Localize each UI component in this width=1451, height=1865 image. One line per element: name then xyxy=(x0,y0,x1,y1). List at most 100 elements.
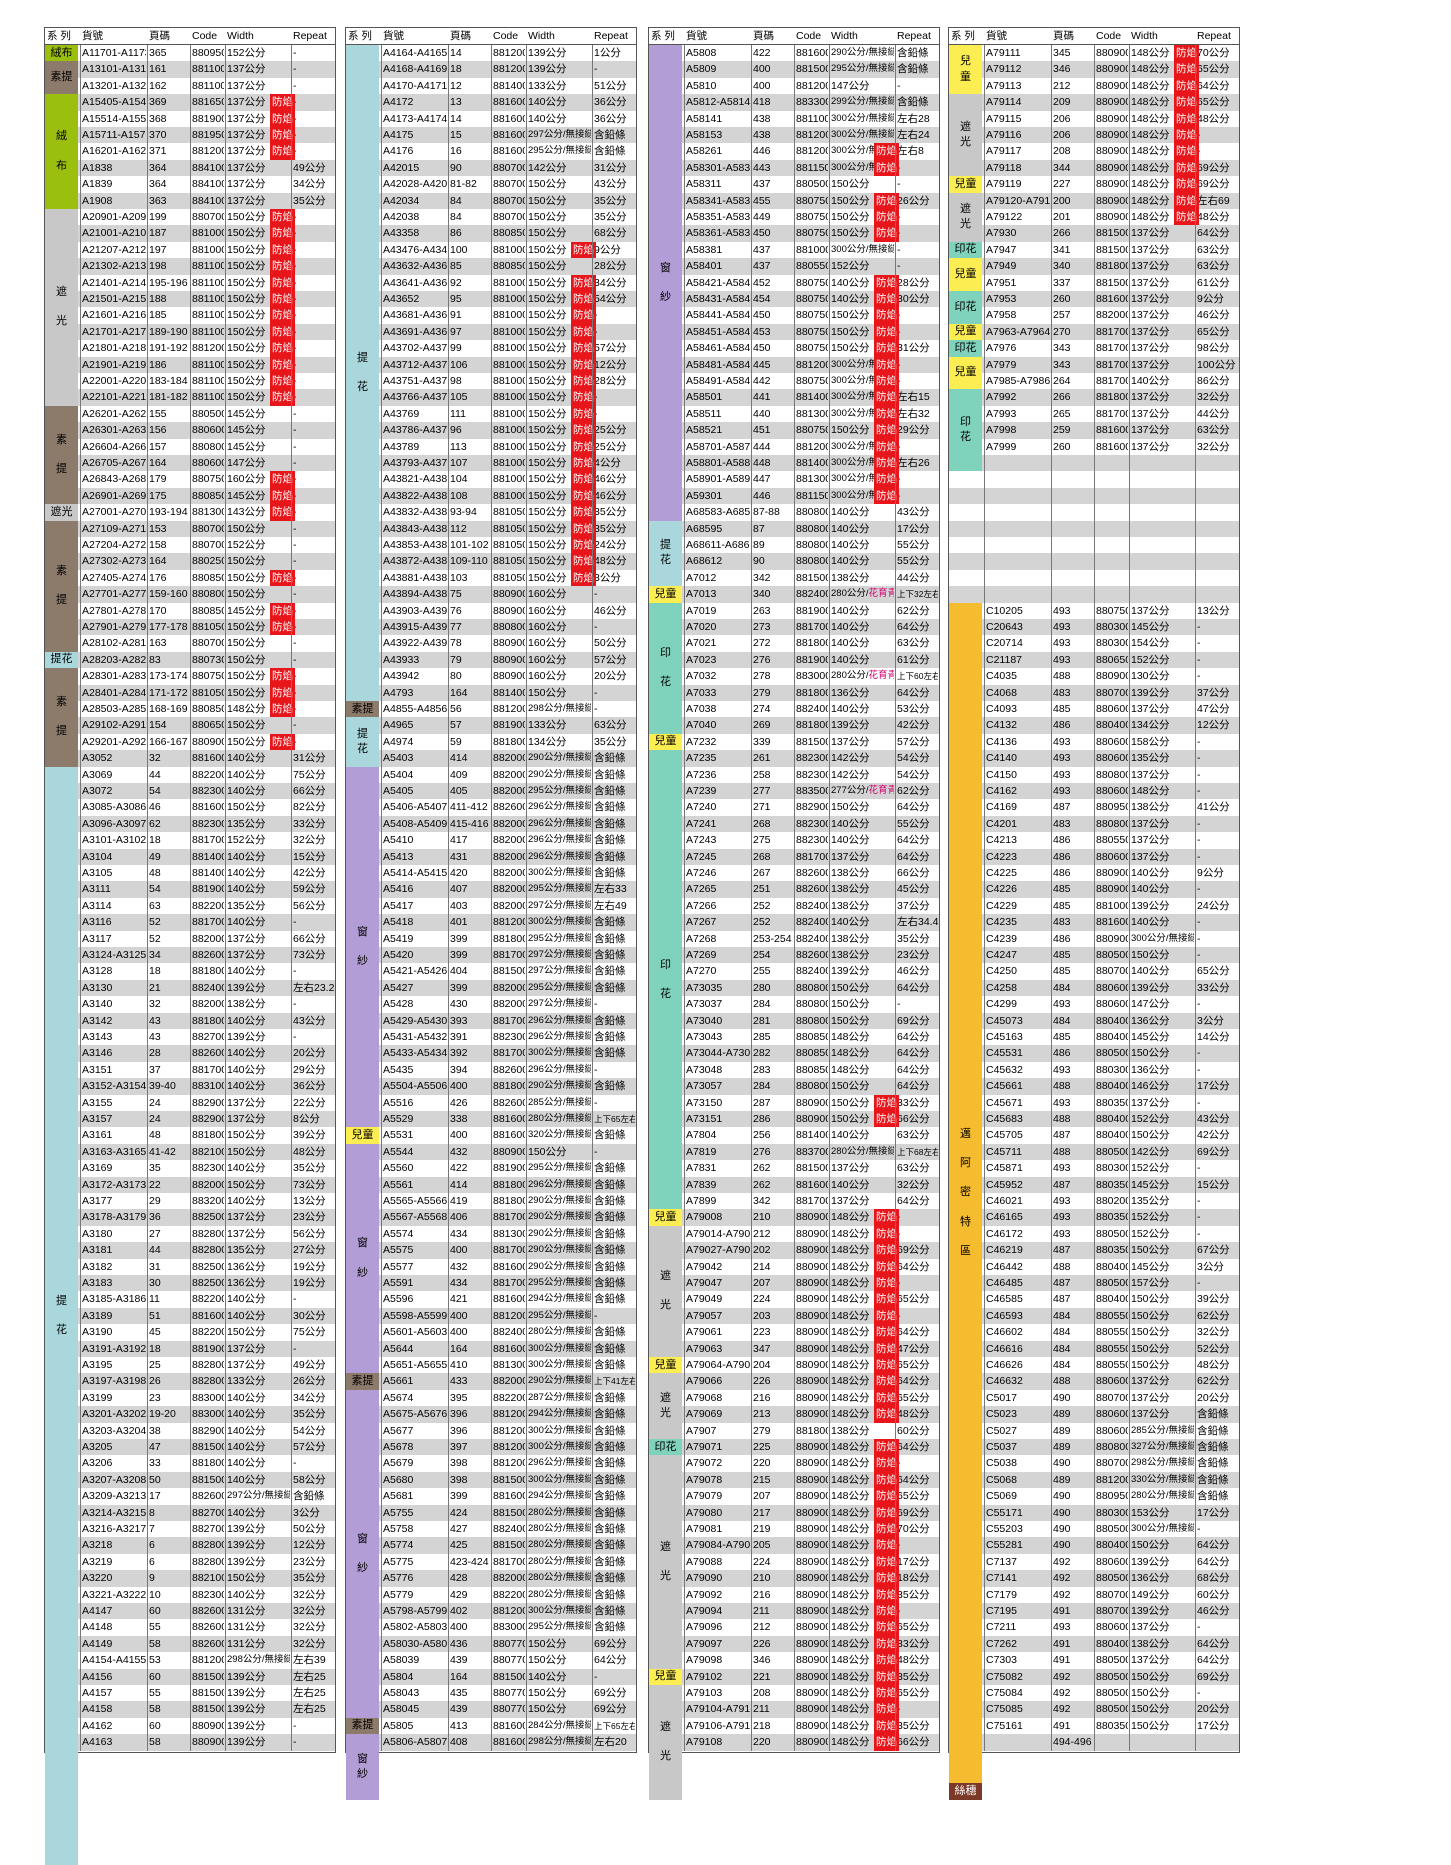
cell-repeat: 含鉛條 xyxy=(1197,1441,1229,1453)
fire-retardant-badge: 防焰 xyxy=(874,1488,899,1505)
table-row: C45632 493 880300 136公分 - xyxy=(949,1062,1239,1078)
fire-retardant-badge: 防焰 xyxy=(270,291,295,308)
cell-width: 300公分/無接縫 xyxy=(528,916,591,928)
cell-item-no: A7038 xyxy=(686,703,717,715)
cell-width: 137公分 xyxy=(1131,850,1170,863)
cell-code: 880900 xyxy=(796,1539,828,1552)
cell-code: 880900 xyxy=(1096,178,1128,191)
cell-repeat: 23公分 xyxy=(897,949,930,961)
table-row: A26604-A26696157880800145公分- xyxy=(45,439,335,455)
cell-repeat: - xyxy=(293,63,297,76)
cell-code: 881200 xyxy=(493,703,525,715)
cell-page: 32 xyxy=(149,998,161,1011)
series-label: 窗紗 xyxy=(346,1143,379,1374)
cell-page: 78 xyxy=(450,637,462,650)
cell-item-no: C4258 xyxy=(986,981,1017,994)
header-item-no: 貨號 xyxy=(686,30,707,42)
series-label: 兒童 xyxy=(949,176,982,193)
cell-repeat: 22公分 xyxy=(293,1096,326,1109)
table-row: A43793-A43799107881000150公分4公分防焰 xyxy=(346,455,636,472)
cell-repeat: - xyxy=(293,242,334,258)
cell-width: 140公分 xyxy=(831,653,870,666)
cell-width: 140公分 xyxy=(831,637,870,650)
cell-page: 339 xyxy=(753,735,771,748)
cell-item-no: C45632 xyxy=(986,1063,1023,1076)
table-row: C75084 492 880500 150公分 - xyxy=(949,1685,1239,1701)
table-row: A5431-A5432 391 882300 296公分/無接縫 含鉛條 xyxy=(346,1029,636,1045)
cell-code: 880900 xyxy=(796,1703,828,1716)
cell-page: 48 xyxy=(149,867,161,879)
cell-width: 148公分 xyxy=(1131,785,1170,797)
cell-repeat: 50公分 xyxy=(293,1523,326,1535)
cell-code: 881500 xyxy=(493,1473,525,1486)
cell-repeat: 14公分 xyxy=(1197,1031,1230,1043)
cell-repeat: 15公分 xyxy=(293,850,326,863)
cell-item-no: A5406-A5407 xyxy=(383,801,447,814)
table-row: A3190 45 882200 150公分 75公分 xyxy=(45,1324,335,1340)
cell-repeat: 54公分 xyxy=(594,293,627,305)
cell-item-no: A5644 xyxy=(383,1342,414,1355)
table-row: C45163 485 880400 145公分 14公分 xyxy=(949,1029,1239,1045)
cell-width: 160公分 xyxy=(528,621,567,633)
cell-code: 880800 xyxy=(796,539,828,551)
cell-page: 485 xyxy=(1053,883,1071,896)
cell-code: 880600 xyxy=(1096,1621,1128,1634)
cell-code: 881200 xyxy=(796,358,828,371)
cell-width: 152公分 xyxy=(1131,1227,1170,1240)
cell-width: 297公分/無接縫 xyxy=(227,1490,290,1502)
cell-item-no: A5428 xyxy=(383,998,414,1011)
cell-page: 436 xyxy=(450,1637,468,1650)
cell-width: 139公分 xyxy=(227,1687,266,1699)
cell-item-no: C4201 xyxy=(986,817,1017,830)
cell-page: 50 xyxy=(149,1473,161,1486)
cell-page: 414 xyxy=(450,752,468,765)
cell-width: 152公分 xyxy=(1131,653,1170,666)
cell-width: 150公分 xyxy=(831,325,870,338)
table-row: A21207-A21223197881000150公分-防焰 xyxy=(45,241,335,259)
cell-width: 157公分 xyxy=(1131,1277,1170,1289)
table-row: A4176 16 881600 295公分/無接縫 含鉛條 xyxy=(346,143,636,159)
cell-page: 86 xyxy=(450,227,462,240)
catalog-column-2: 系 列貨號 頁碼 Code Width Repeat A4164-A4165 14 88120… xyxy=(345,27,637,1800)
cell-item-no: A73057 xyxy=(686,1080,723,1093)
cell-repeat: 64公分 xyxy=(897,1473,930,1486)
cell-page: 484 xyxy=(1053,1014,1071,1027)
cell-repeat: - xyxy=(293,570,334,586)
cell-page: 216 xyxy=(753,1588,771,1601)
cell-page: 44 xyxy=(149,768,161,781)
cell-page: 266 xyxy=(1053,391,1071,404)
cell-item-no: A79008 xyxy=(686,1211,723,1224)
cell-page: 488 xyxy=(1053,1375,1071,1388)
cell-code: 880300 xyxy=(1096,1506,1128,1519)
cell-code: 880900 xyxy=(796,1342,828,1355)
cell-width: 137公分 xyxy=(1131,260,1170,273)
cell-width: 148公分 xyxy=(1131,129,1170,141)
fire-retardant-badge: 防焰 xyxy=(874,1209,899,1226)
table-row: A79106-A79107218880900148公分35公分防焰 xyxy=(649,1717,939,1735)
cell-repeat: 35公分 xyxy=(594,522,627,535)
cell-width: 148公分 xyxy=(831,1506,870,1519)
cell-code: 880770 xyxy=(493,1687,525,1699)
cell-code: 881200 xyxy=(493,1408,525,1421)
cell-repeat: - xyxy=(1197,1162,1201,1175)
cell-repeat: 左右26 xyxy=(897,457,930,469)
cell-repeat: - xyxy=(293,307,334,323)
cell-repeat: 含鉛條 xyxy=(594,1391,626,1404)
cell-page: 39-40 xyxy=(149,1080,176,1093)
cell-width: 139公分 xyxy=(227,1539,266,1552)
cell-repeat: 68公分 xyxy=(594,227,627,240)
cell-item-no: A3146 xyxy=(82,1047,113,1060)
cell-item-no: A5504-A5506 xyxy=(383,1080,447,1093)
cell-item-no: A43786-A43788 xyxy=(383,424,447,437)
series-label: 素提 xyxy=(45,61,78,95)
cell-repeat: 含鉛條 xyxy=(594,1080,626,1093)
cell-code: 881100 xyxy=(192,309,224,322)
fire-retardant-badge: 防焰 xyxy=(571,553,596,570)
cell-width: 295公分/無接縫 xyxy=(528,981,591,993)
cell-code: 881000 xyxy=(493,375,525,387)
cell-repeat: 19公分 xyxy=(293,1260,326,1273)
cell-code: 881150 xyxy=(796,489,828,502)
cell-item-no: A5414-A5415 xyxy=(383,867,447,879)
